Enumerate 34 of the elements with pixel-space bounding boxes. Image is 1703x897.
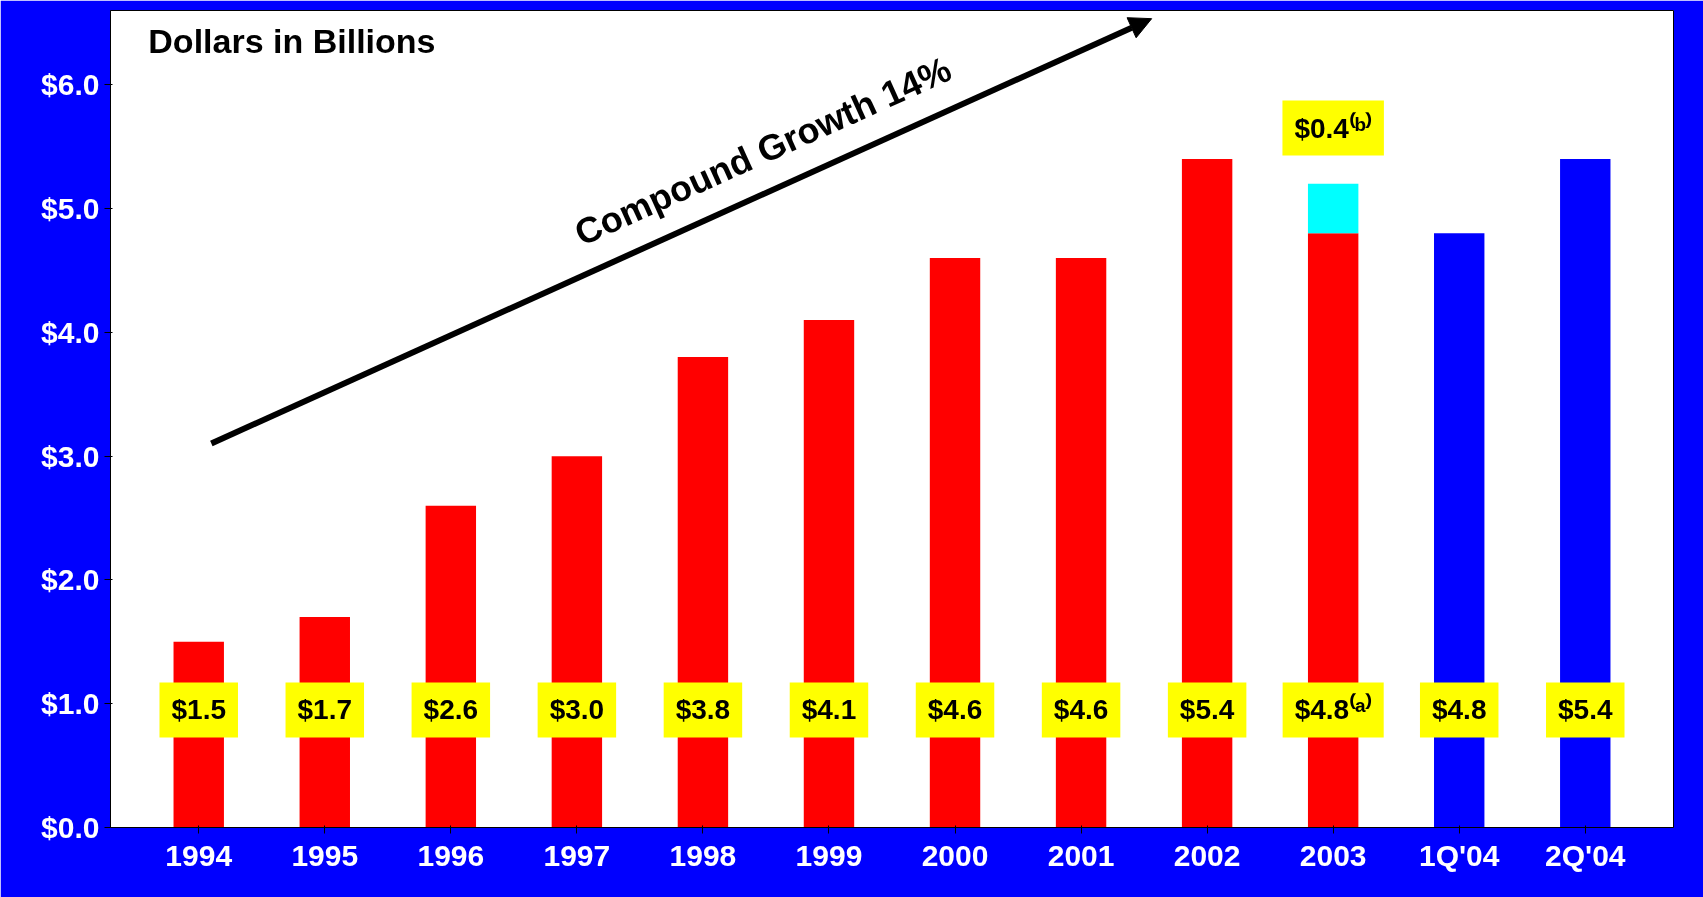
y-tick-label: $3.0 — [41, 439, 100, 473]
data-label: $4.8⁽ᵃ⁾ — [1294, 693, 1372, 726]
y-tick-label: $4.0 — [41, 315, 100, 349]
x-tick-label: 2003 — [1299, 838, 1367, 872]
data-label: $4.8 — [1431, 694, 1487, 726]
x-tick-label: 1995 — [291, 838, 359, 872]
bar — [1307, 183, 1359, 234]
data-label: $4.1 — [801, 694, 857, 726]
x-tick-label: 2000 — [921, 838, 989, 872]
data-label: $3.8 — [675, 694, 731, 726]
data-label: $2.6 — [423, 694, 479, 726]
data-label: $3.0 — [549, 694, 605, 726]
data-label: $0.4⁽ᵇ⁾ — [1294, 111, 1372, 144]
data-label: $5.4 — [1558, 694, 1613, 726]
y-tick-label: $2.0 — [41, 563, 100, 597]
x-tick-label: 1999 — [795, 838, 863, 872]
x-tick-label: 2001 — [1047, 838, 1115, 872]
x-tick-label: 1994 — [165, 838, 233, 872]
x-tick-label: 1Q'04 — [1418, 838, 1500, 872]
data-label: $1.5 — [171, 694, 226, 726]
chart-title: Dollars in Billions — [148, 22, 436, 61]
y-tick-label: $5.0 — [41, 192, 100, 226]
x-tick-label: 1997 — [543, 838, 611, 872]
data-label: $4.6 — [1053, 694, 1109, 726]
data-label: $4.6 — [927, 694, 983, 726]
x-tick-label: 1998 — [669, 838, 737, 872]
x-tick-label: 1996 — [417, 838, 485, 872]
x-tick-label: 2002 — [1173, 838, 1241, 872]
y-tick-label: $6.0 — [41, 68, 100, 102]
y-tick-label: $1.0 — [41, 687, 100, 721]
data-label: $5.4 — [1179, 694, 1235, 726]
data-label: $1.7 — [297, 694, 353, 726]
y-tick-label: $0.0 — [41, 811, 100, 844]
x-tick-label: 2Q'04 — [1545, 838, 1626, 872]
